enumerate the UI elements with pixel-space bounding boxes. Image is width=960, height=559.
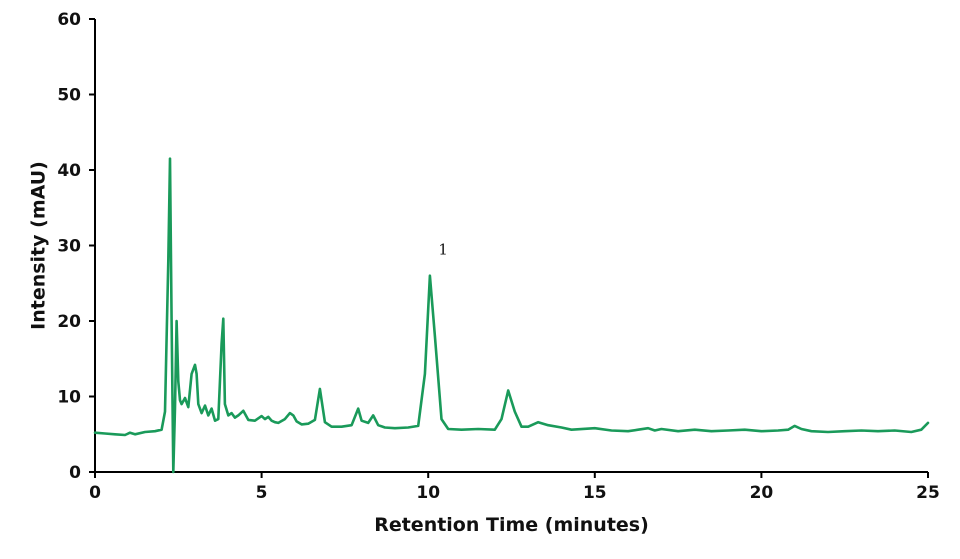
y-tick-label: 20 (57, 312, 81, 332)
y-tick-label: 60 (57, 10, 81, 30)
x-axis-title: Retention Time (minutes) (374, 514, 649, 536)
chromatogram-trace (93, 157, 930, 474)
x-ticks: 0 5 10 15 20 25 (89, 472, 940, 503)
x-tick-label: 15 (583, 483, 607, 503)
y-tick-label: 0 (69, 463, 81, 483)
y-axis-title: Intensity (mAU) (28, 161, 50, 330)
y-tick-label: 40 (57, 161, 81, 181)
y-ticks: 0 10 20 30 40 50 60 (57, 10, 95, 483)
x-tick-label: 10 (416, 483, 440, 503)
x-tick-label: 5 (256, 483, 268, 503)
y-tick-label: 10 (57, 388, 81, 408)
y-tick-label: 30 (57, 237, 81, 257)
peak-label: 1 (438, 241, 448, 259)
y-tick-label: 50 (57, 86, 81, 106)
x-tick-label: 0 (89, 483, 101, 503)
peak-annotations: 1 (438, 241, 448, 259)
x-tick-label: 20 (750, 483, 774, 503)
x-tick-label: 25 (916, 483, 940, 503)
